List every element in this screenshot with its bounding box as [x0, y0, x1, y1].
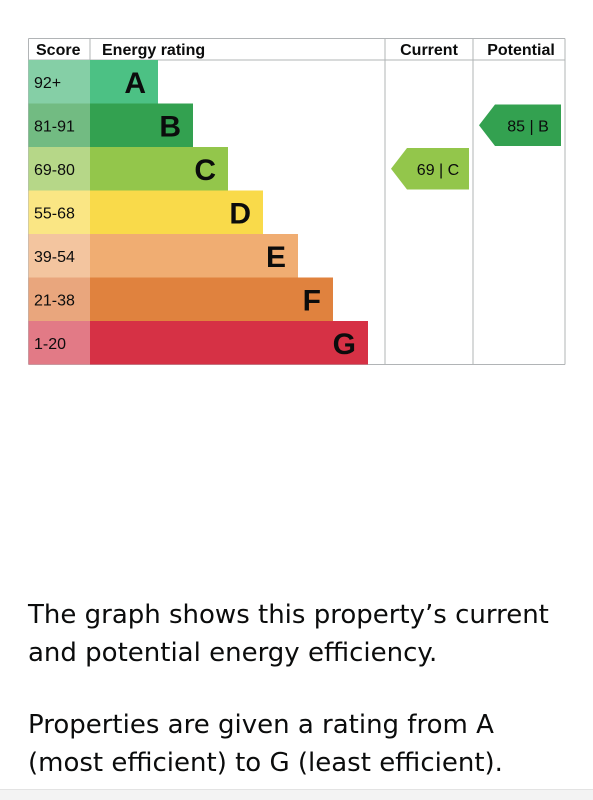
energy-rating-chart: Score Energy rating Current Potential 92… [28, 38, 566, 365]
chart-description: The graph shows this property’s current … [28, 600, 549, 668]
header-score: Score [36, 42, 81, 59]
header-potential: Potential [487, 42, 555, 59]
rating-band-c [90, 147, 228, 191]
rating-band-letter: G [333, 328, 356, 361]
rating-band-b [90, 103, 193, 147]
rating-band-g [90, 321, 368, 365]
bottom-bar [0, 789, 593, 800]
score-cell-a [28, 60, 90, 104]
rating-band-letter: F [303, 284, 321, 317]
score-range-label: 92+ [34, 75, 61, 92]
score-cell-d [28, 190, 90, 234]
header-energy-rating: Energy rating [102, 42, 205, 59]
rating-band-letter: D [229, 197, 251, 230]
header-current: Current [400, 42, 458, 59]
rating-band-e [90, 234, 298, 278]
current-rating-label: 69 | C [417, 162, 459, 179]
current-rating-arrow [391, 148, 469, 190]
rating-band-letter: B [159, 110, 181, 143]
score-range-label: 1-20 [34, 336, 66, 353]
potential-rating-arrow [479, 104, 561, 146]
rating-explanation: Properties are given a rating from A (mo… [28, 710, 503, 778]
rating-band-letter: C [194, 154, 216, 187]
rating-band-letter: A [124, 67, 146, 100]
rating-band-d [90, 190, 263, 234]
potential-rating-label: 85 | B [507, 118, 549, 135]
rating-band-letter: E [266, 241, 286, 274]
score-cell-c [28, 147, 90, 191]
score-cell-b [28, 103, 90, 147]
score-cell-g [28, 321, 90, 365]
rating-markers: 69 | C 85 | B [391, 104, 561, 190]
rating-band-f [90, 277, 333, 321]
rating-bands: 92+ A 81-91 B 69-80 C 55-68 D 39-54 E 21-38 F 1-20 G [28, 60, 368, 365]
score-cell-f [28, 277, 90, 321]
rating-band-a [90, 60, 158, 104]
score-range-label: 55-68 [34, 205, 75, 222]
score-range-label: 21-38 [34, 292, 75, 309]
score-range-label: 69-80 [34, 162, 75, 179]
score-range-label: 81-91 [34, 118, 75, 135]
score-cell-e [28, 234, 90, 278]
score-range-label: 39-54 [34, 249, 75, 266]
